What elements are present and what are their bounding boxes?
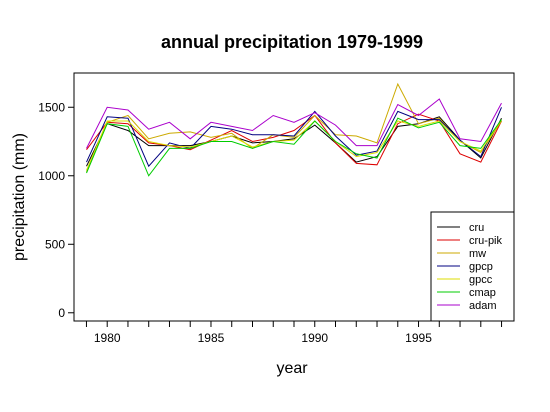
legend-label-cru: cru [469, 222, 484, 234]
x-tick-label: 1980 [94, 331, 121, 345]
series-line-mw [86, 82, 502, 172]
y-tick-label: 0 [58, 306, 65, 320]
y-tick-label: 1000 [38, 169, 65, 183]
x-tick-label: 1995 [405, 331, 432, 345]
series-line-gpcc [86, 119, 502, 171]
x-axis: 1980 1985 1990 1995 [85, 321, 503, 345]
legend-label-gpcc: gpcc [469, 274, 493, 286]
series-line-adam [86, 98, 502, 149]
legend-label-gpcp: gpcp [469, 261, 493, 273]
legend-label-cru-pik: cru-pik [469, 235, 503, 247]
series-line-cmap [86, 117, 502, 177]
y-axis-label: precipitation (mm) [11, 133, 28, 261]
y-tick-label: 500 [45, 237, 65, 251]
series-line-gpcp [86, 107, 502, 168]
y-tick-label: 1500 [38, 100, 65, 114]
series-lines [86, 82, 502, 177]
legend-label-mw: mw [469, 248, 486, 260]
x-tick-label: 1990 [301, 331, 328, 345]
x-tick-label: 1985 [198, 331, 225, 345]
x-axis-label: year [276, 360, 308, 377]
legend-label-adam: adam [469, 300, 497, 312]
y-axis: 0 500 1000 1500 [38, 100, 74, 320]
legend-label-cmap: cmap [469, 287, 496, 299]
series-line-cru-pik [86, 113, 502, 166]
chart-title: annual precipitation 1979-1999 [161, 32, 423, 52]
